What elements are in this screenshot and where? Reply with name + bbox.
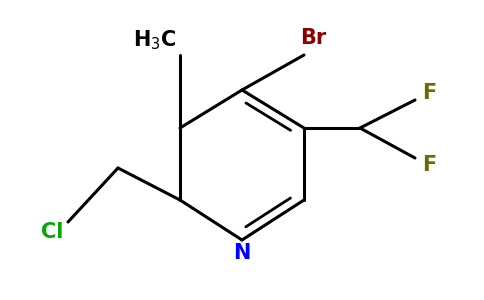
Text: Cl: Cl: [41, 222, 63, 242]
Text: Br: Br: [300, 28, 326, 48]
Text: F: F: [422, 83, 436, 103]
Text: N: N: [233, 243, 251, 263]
Text: H$_3$C: H$_3$C: [133, 28, 177, 52]
Text: F: F: [422, 155, 436, 175]
